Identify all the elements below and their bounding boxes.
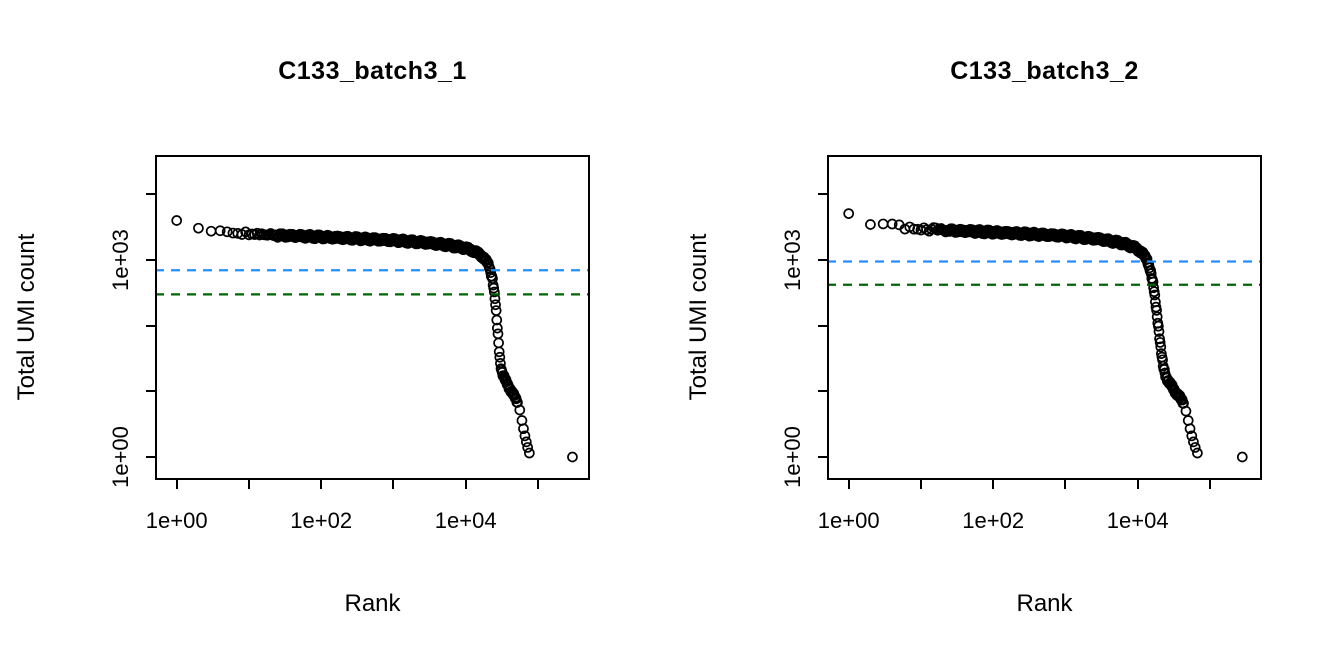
x-tick — [847, 480, 850, 489]
plot-title: C133_batch3_2 — [950, 57, 1139, 85]
y-tick — [818, 193, 827, 196]
x-tick-label: 1e+00 — [817, 508, 880, 533]
plot-title: C133_batch3_1 — [278, 57, 467, 85]
x-tick — [536, 480, 539, 489]
x-tick-label: 1e+04 — [434, 508, 497, 533]
x-tick — [464, 480, 467, 489]
y-tick — [146, 456, 155, 459]
x-tick — [320, 480, 323, 489]
y-tick — [818, 456, 827, 459]
plot-canvas — [155, 155, 590, 480]
y-tick — [818, 390, 827, 393]
y-tick — [146, 193, 155, 196]
x-tick — [175, 480, 178, 489]
y-tick — [146, 390, 155, 393]
y-tick-label: 1e+03 — [780, 229, 805, 291]
x-tick-label: 1e+02 — [290, 508, 353, 533]
x-axis-label: Rank — [1016, 590, 1073, 617]
y-tick — [146, 259, 155, 262]
y-axis-label: Total UMI count — [685, 233, 712, 401]
y-tick-label: 1e+03 — [108, 229, 133, 291]
x-tick-label: 1e+00 — [145, 508, 208, 533]
y-axis-label: Total UMI count — [13, 233, 40, 401]
x-tick — [1064, 480, 1067, 489]
y-tick — [818, 324, 827, 327]
x-tick — [392, 480, 395, 489]
panel-2: C133_batch3_2 Total UMI count Rank 1e+00… — [672, 0, 1344, 672]
x-tick-label: 1e+02 — [962, 508, 1025, 533]
x-tick — [247, 480, 250, 489]
x-tick — [992, 480, 995, 489]
y-tick — [818, 259, 827, 262]
x-tick — [1136, 480, 1139, 489]
x-tick-label: 1e+04 — [1106, 508, 1169, 533]
y-tick — [146, 324, 155, 327]
y-tick-label: 1e+00 — [108, 426, 133, 488]
x-axis-label: Rank — [344, 590, 401, 617]
panel-1: C133_batch3_1 Total UMI count Rank 1e+00… — [13, 57, 590, 617]
x-tick — [919, 480, 922, 489]
x-tick — [1208, 480, 1211, 489]
plot-canvas — [827, 155, 1262, 480]
y-tick-label: 1e+00 — [780, 426, 805, 488]
